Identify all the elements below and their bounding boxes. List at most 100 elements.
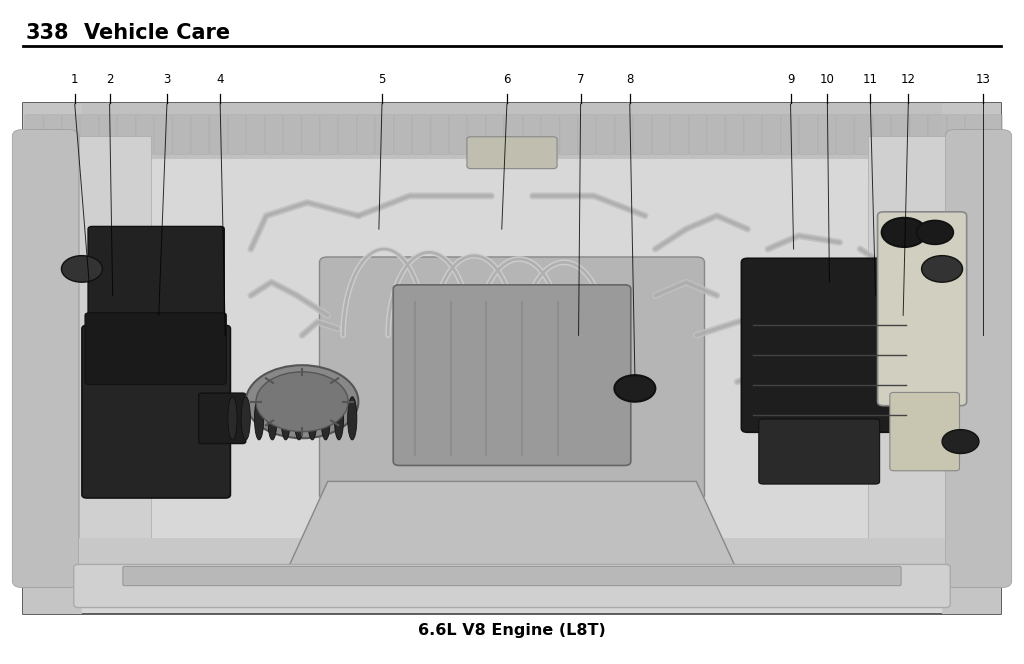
FancyBboxPatch shape — [946, 114, 966, 155]
FancyBboxPatch shape — [430, 114, 450, 155]
FancyBboxPatch shape — [799, 114, 818, 155]
FancyBboxPatch shape — [725, 114, 744, 155]
Ellipse shape — [347, 397, 356, 440]
FancyBboxPatch shape — [759, 419, 880, 484]
FancyBboxPatch shape — [868, 136, 945, 601]
Circle shape — [61, 256, 102, 282]
FancyBboxPatch shape — [707, 114, 726, 155]
FancyBboxPatch shape — [522, 114, 542, 155]
FancyBboxPatch shape — [43, 114, 62, 155]
FancyBboxPatch shape — [135, 114, 155, 155]
FancyBboxPatch shape — [74, 564, 950, 608]
Text: 13: 13 — [976, 73, 990, 86]
Ellipse shape — [281, 397, 291, 440]
FancyBboxPatch shape — [23, 103, 82, 614]
FancyBboxPatch shape — [942, 103, 1001, 614]
FancyBboxPatch shape — [319, 257, 705, 500]
Circle shape — [922, 256, 963, 282]
Circle shape — [246, 365, 358, 438]
FancyBboxPatch shape — [338, 114, 357, 155]
FancyBboxPatch shape — [670, 114, 689, 155]
Text: 12: 12 — [901, 73, 915, 86]
FancyBboxPatch shape — [891, 114, 910, 155]
FancyBboxPatch shape — [154, 114, 173, 155]
FancyBboxPatch shape — [651, 114, 671, 155]
Ellipse shape — [242, 397, 250, 440]
FancyBboxPatch shape — [909, 114, 929, 155]
Text: 1: 1 — [71, 73, 79, 86]
Ellipse shape — [334, 397, 343, 440]
FancyBboxPatch shape — [283, 114, 302, 155]
Ellipse shape — [254, 397, 264, 440]
FancyBboxPatch shape — [25, 114, 44, 155]
FancyBboxPatch shape — [449, 114, 468, 155]
FancyBboxPatch shape — [596, 114, 615, 155]
FancyBboxPatch shape — [872, 114, 892, 155]
FancyBboxPatch shape — [85, 313, 226, 384]
Text: 7: 7 — [577, 73, 585, 86]
FancyBboxPatch shape — [264, 114, 284, 155]
Text: 9: 9 — [786, 73, 795, 86]
FancyBboxPatch shape — [504, 114, 523, 155]
Text: 4: 4 — [216, 73, 224, 86]
FancyBboxPatch shape — [393, 114, 413, 155]
FancyBboxPatch shape — [123, 566, 901, 586]
FancyBboxPatch shape — [559, 114, 579, 155]
FancyBboxPatch shape — [614, 114, 634, 155]
FancyBboxPatch shape — [393, 285, 631, 465]
FancyBboxPatch shape — [541, 114, 560, 155]
FancyBboxPatch shape — [82, 325, 230, 498]
FancyBboxPatch shape — [356, 114, 376, 155]
Text: 11: 11 — [863, 73, 878, 86]
Text: 6: 6 — [503, 73, 511, 86]
Circle shape — [614, 375, 655, 402]
Polygon shape — [287, 481, 737, 571]
Ellipse shape — [295, 397, 303, 440]
FancyBboxPatch shape — [485, 114, 505, 155]
FancyBboxPatch shape — [227, 114, 247, 155]
FancyBboxPatch shape — [80, 114, 99, 155]
Ellipse shape — [307, 397, 317, 440]
Circle shape — [916, 220, 953, 244]
Text: 338: 338 — [26, 23, 69, 43]
Circle shape — [882, 218, 927, 247]
FancyBboxPatch shape — [375, 114, 394, 155]
Text: 10: 10 — [820, 73, 835, 86]
FancyBboxPatch shape — [117, 114, 136, 155]
FancyBboxPatch shape — [633, 114, 652, 155]
FancyBboxPatch shape — [467, 114, 486, 155]
Text: 3: 3 — [163, 73, 171, 86]
FancyBboxPatch shape — [928, 114, 947, 155]
FancyBboxPatch shape — [762, 114, 781, 155]
Text: 5: 5 — [378, 73, 386, 86]
FancyBboxPatch shape — [98, 114, 118, 155]
FancyBboxPatch shape — [854, 114, 873, 155]
FancyBboxPatch shape — [890, 392, 959, 471]
Text: 8: 8 — [626, 73, 634, 86]
FancyBboxPatch shape — [88, 226, 224, 351]
FancyBboxPatch shape — [965, 114, 984, 155]
FancyBboxPatch shape — [817, 114, 837, 155]
FancyBboxPatch shape — [79, 538, 945, 604]
FancyBboxPatch shape — [578, 114, 597, 155]
FancyBboxPatch shape — [209, 114, 228, 155]
FancyBboxPatch shape — [61, 114, 81, 155]
FancyBboxPatch shape — [23, 103, 1001, 159]
FancyBboxPatch shape — [412, 114, 431, 155]
FancyBboxPatch shape — [199, 393, 246, 444]
FancyBboxPatch shape — [79, 136, 151, 601]
Ellipse shape — [321, 397, 330, 440]
FancyBboxPatch shape — [172, 114, 191, 155]
FancyBboxPatch shape — [190, 114, 210, 155]
FancyBboxPatch shape — [246, 114, 265, 155]
FancyBboxPatch shape — [23, 103, 1001, 614]
FancyBboxPatch shape — [743, 114, 763, 155]
Text: 2: 2 — [105, 73, 114, 86]
Ellipse shape — [227, 397, 237, 440]
FancyBboxPatch shape — [780, 114, 800, 155]
FancyBboxPatch shape — [319, 114, 339, 155]
FancyBboxPatch shape — [741, 258, 923, 432]
FancyBboxPatch shape — [945, 129, 1012, 588]
Text: Vehicle Care: Vehicle Care — [84, 23, 230, 43]
Circle shape — [256, 372, 348, 432]
